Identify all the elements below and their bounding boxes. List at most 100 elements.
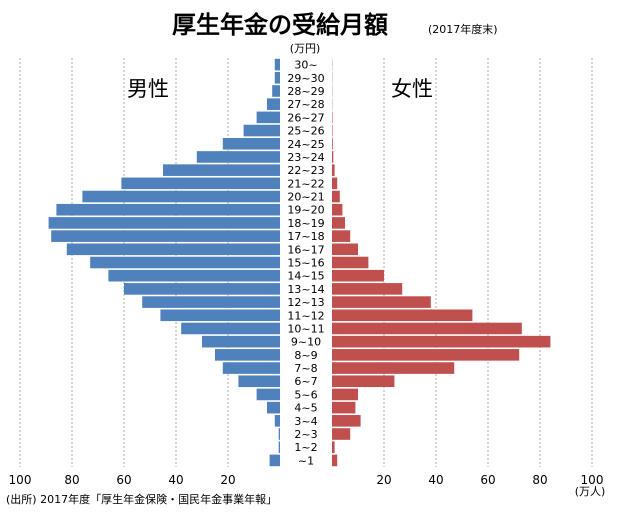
x-tick-label: 100 xyxy=(9,473,32,487)
bar-male xyxy=(215,349,280,361)
bar-female xyxy=(332,362,455,374)
category-label: 15~16 xyxy=(287,257,324,270)
female-bars xyxy=(332,58,551,467)
chart-title: 厚生年金の受給月額 xyxy=(172,11,388,39)
bar-male xyxy=(256,388,280,401)
x-tick-label: 60 xyxy=(116,473,131,487)
x-unit-label: (万人) xyxy=(575,485,606,498)
x-tick-label: 100 xyxy=(581,473,604,487)
category-label: 10~11 xyxy=(287,322,324,335)
category-label: 3~4 xyxy=(294,415,317,428)
bar-male xyxy=(222,362,280,374)
bar-female xyxy=(332,203,343,216)
x-tick-label: 60 xyxy=(480,473,495,487)
category-label: 25~26 xyxy=(287,125,324,138)
category-label: 14~15 xyxy=(287,270,324,283)
category-label: 7~8 xyxy=(294,362,317,375)
category-label: 23~24 xyxy=(287,151,324,164)
bar-male xyxy=(181,322,280,335)
bar-male xyxy=(278,428,280,440)
bar-male xyxy=(90,256,280,269)
category-label: 26~27 xyxy=(287,111,324,124)
x-tick-label: 20 xyxy=(376,473,391,487)
x-tick-label: 40 xyxy=(168,473,183,487)
bar-male xyxy=(243,124,280,137)
x-tick-label: 80 xyxy=(532,473,547,487)
bar-female xyxy=(332,111,333,124)
category-label: 9~10 xyxy=(291,336,321,349)
category-label: 28~29 xyxy=(287,85,324,98)
bar-female xyxy=(332,124,333,137)
category-label: 19~20 xyxy=(287,204,324,217)
source-note: (出所) 2017年度「厚生年金保険・国民年金事業年報」 xyxy=(6,492,277,506)
bar-male xyxy=(278,441,280,454)
category-label: 17~18 xyxy=(287,230,324,243)
category-label: 16~17 xyxy=(287,243,324,256)
bar-male xyxy=(269,454,280,467)
bar-male xyxy=(121,177,281,190)
bar-male xyxy=(196,151,280,163)
bar-female xyxy=(332,283,403,295)
bar-male xyxy=(272,85,280,97)
bar-female xyxy=(332,217,345,229)
category-label: ~1 xyxy=(298,454,314,467)
bar-male xyxy=(267,98,280,110)
bar-female xyxy=(332,137,333,150)
x-axis-ticks: 100 80 60 40 20 20 40 60 80 100 xyxy=(9,473,604,487)
bar-female xyxy=(332,151,334,163)
bar-male xyxy=(108,269,281,282)
bar-female xyxy=(332,230,351,242)
x-tick-label: 20 xyxy=(220,473,235,487)
category-label: 6~7 xyxy=(294,375,317,388)
bar-female xyxy=(332,269,384,282)
category-label: 11~12 xyxy=(287,309,324,322)
category-label: 30~ xyxy=(294,59,317,72)
bar-male xyxy=(160,309,280,322)
bar-male xyxy=(56,203,281,216)
male-bars xyxy=(48,58,281,467)
category-label: 18~19 xyxy=(287,217,324,230)
category-label: 12~13 xyxy=(287,296,324,309)
category-unit-label: (万円) xyxy=(290,42,321,55)
category-label: 27~28 xyxy=(287,98,324,111)
category-label: 8~9 xyxy=(294,349,317,362)
bar-male xyxy=(267,401,280,414)
bar-male xyxy=(274,71,280,84)
bar-female xyxy=(332,388,358,401)
bar-female xyxy=(332,322,522,335)
chart-subtitle: (2017年度末) xyxy=(428,22,498,36)
bar-female xyxy=(332,256,369,269)
category-label: 4~5 xyxy=(294,402,317,415)
bar-female xyxy=(332,401,356,414)
legend-female: 女性 xyxy=(391,77,433,101)
bar-female xyxy=(332,177,338,190)
bar-female xyxy=(332,335,551,348)
bar-male xyxy=(256,111,280,124)
bar-female xyxy=(332,164,335,176)
x-tick-label: 80 xyxy=(64,473,79,487)
bar-male xyxy=(202,335,280,348)
category-label: 22~23 xyxy=(287,164,324,177)
category-labels: ~11~22~33~44~55~66~77~88~99~1010~1111~12… xyxy=(287,59,324,468)
bar-female xyxy=(332,243,358,256)
bar-female xyxy=(332,349,520,361)
category-label: 2~3 xyxy=(294,428,317,441)
bar-male xyxy=(274,415,280,427)
category-label: 24~25 xyxy=(287,138,324,151)
bar-female xyxy=(332,296,431,308)
bar-female xyxy=(332,375,395,388)
bar-male xyxy=(142,296,280,308)
bar-male xyxy=(238,375,280,388)
bar-male xyxy=(51,230,281,242)
category-label: 29~30 xyxy=(287,72,324,85)
bar-female xyxy=(332,415,361,427)
category-label: 20~21 xyxy=(287,191,324,204)
bar-female xyxy=(332,309,473,322)
bar-male xyxy=(48,217,280,229)
bar-female xyxy=(332,190,340,203)
category-label: 13~14 xyxy=(287,283,324,296)
legend-male: 男性 xyxy=(127,77,169,101)
category-label: 21~22 xyxy=(287,177,324,190)
category-label: 5~6 xyxy=(294,388,317,401)
